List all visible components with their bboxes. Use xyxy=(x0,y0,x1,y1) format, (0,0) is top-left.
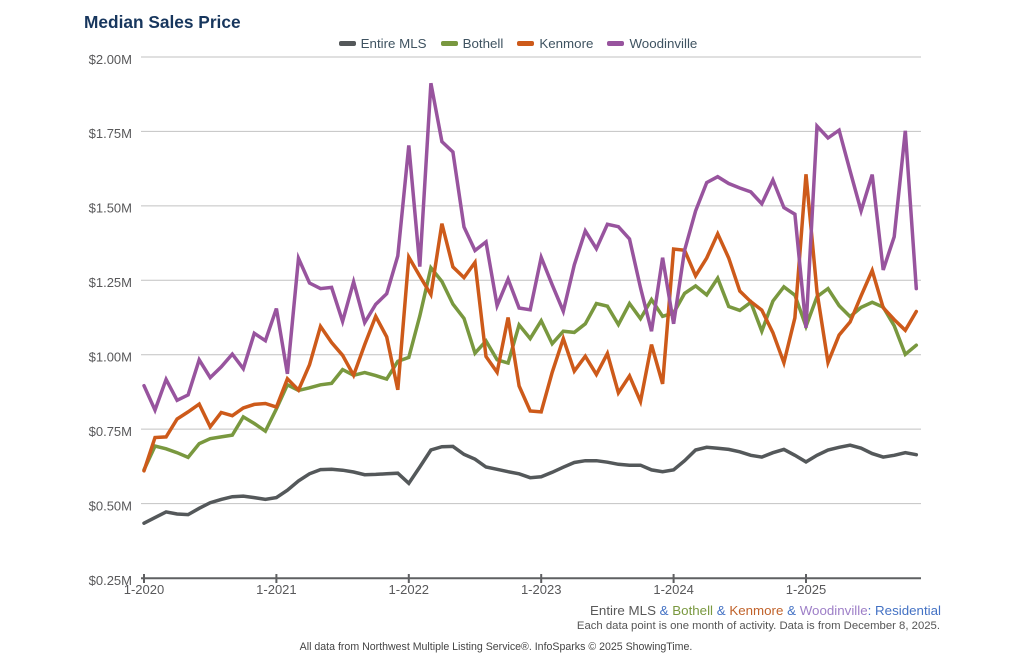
svg-text:1-2024: 1-2024 xyxy=(653,582,693,597)
svg-text:$2.00M: $2.00M xyxy=(89,52,132,67)
svg-text:1-2020: 1-2020 xyxy=(124,582,164,597)
svg-text:1-2022: 1-2022 xyxy=(389,582,429,597)
svg-text:1-2025: 1-2025 xyxy=(786,582,826,597)
svg-text:$0.50M: $0.50M xyxy=(89,498,132,513)
svg-text:$1.25M: $1.25M xyxy=(89,275,132,290)
svg-text:1-2021: 1-2021 xyxy=(256,582,296,597)
svg-text:$0.25M: $0.25M xyxy=(89,573,132,588)
svg-text:$0.75M: $0.75M xyxy=(89,424,132,439)
svg-text:$1.50M: $1.50M xyxy=(89,201,132,216)
svg-text:1-2023: 1-2023 xyxy=(521,582,561,597)
svg-text:$1.00M: $1.00M xyxy=(89,350,132,365)
svg-text:$1.75M: $1.75M xyxy=(89,126,132,141)
